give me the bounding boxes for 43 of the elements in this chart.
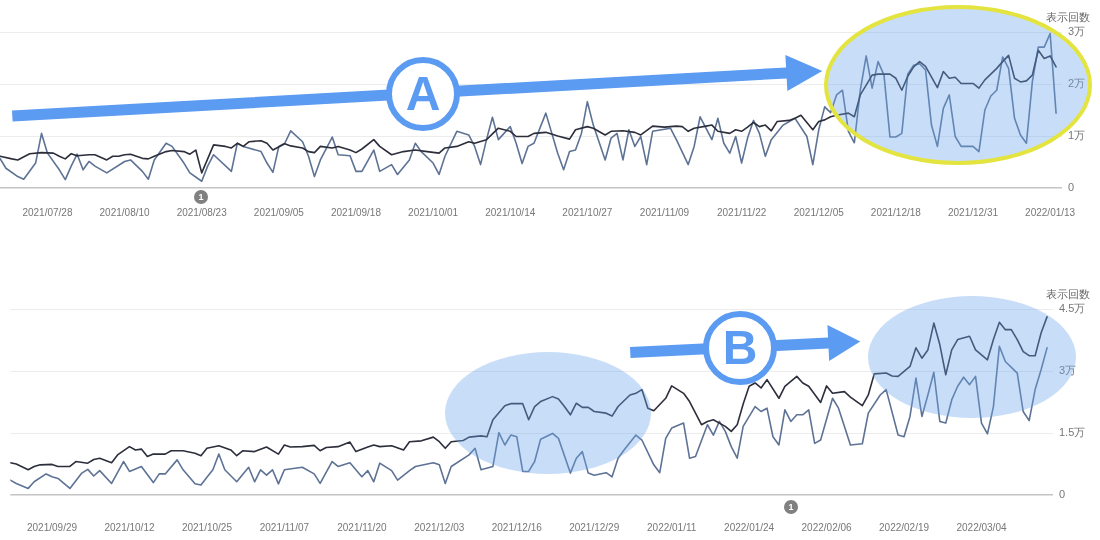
x-tick-label: 2022/01/11 [647,521,697,533]
x-tick-label: 2021/10/01 [408,206,459,218]
x-tick-label: 2022/02/19 [879,521,930,533]
x-tick-label: 2021/09/05 [253,206,305,218]
x-tick-label: 2021/11/20 [337,521,387,533]
x-tick-label: 2021/09/18 [330,206,382,218]
x-tick-label: 2021/10/12 [104,521,155,533]
x-tick-label: 2021/11/07 [259,521,310,533]
x-tick-label: 2021/07/28 [22,206,73,218]
y-tick-label: 1.5万 [1059,426,1086,439]
x-tick-label: 2022/01/24 [724,521,775,533]
circled-letter: A [386,57,460,131]
x-tick-label: 2021/12/29 [569,521,620,533]
x-tick-label: 2021/08/10 [99,206,151,218]
x-tick-label: 2021/08/23 [176,206,228,218]
y-tick-label: 0 [1059,488,1066,501]
y-axis-title: 表示回数 [1046,288,1090,301]
x-tick-label: 2022/01/13 [1025,206,1076,218]
y-tick-label: 1万 [1068,129,1086,142]
x-tick-label: 2021/12/05 [793,206,845,218]
x-tick-label: 2022/03/04 [956,521,1007,533]
y-tick-label: 4.5万 [1059,302,1086,315]
annotation: A [405,67,441,120]
x-tick-label: 2022/02/06 [801,521,853,533]
number-badge: 1 [194,190,208,204]
x-tick-label: 2021/12/31 [947,206,999,218]
x-tick-label: 2021/10/25 [181,521,233,533]
y-tick-label: 3万 [1068,25,1086,38]
x-tick-label: 2021/12/16 [491,521,543,533]
x-tick-label: 2021/10/14 [485,206,536,218]
x-tick-label: 2021/12/18 [870,206,922,218]
annotation: B [722,321,758,374]
x-tick-label: 2021/12/03 [414,521,465,533]
y-axis-title: 表示回数 [1046,11,1090,24]
x-tick-label: 2021/10/27 [562,206,613,218]
x-tick-label: 2021/09/29 [26,521,78,533]
y-tick-label: 2万 [1068,77,1086,90]
x-tick-label: 2021/11/22 [716,206,767,218]
circled-letter: B [703,311,777,385]
x-tick-label: 2021/11/09 [639,206,690,218]
y-tick-label: 3万 [1059,364,1077,377]
y-tick-label: 0 [1068,181,1075,194]
number-badge: 1 [784,500,798,514]
